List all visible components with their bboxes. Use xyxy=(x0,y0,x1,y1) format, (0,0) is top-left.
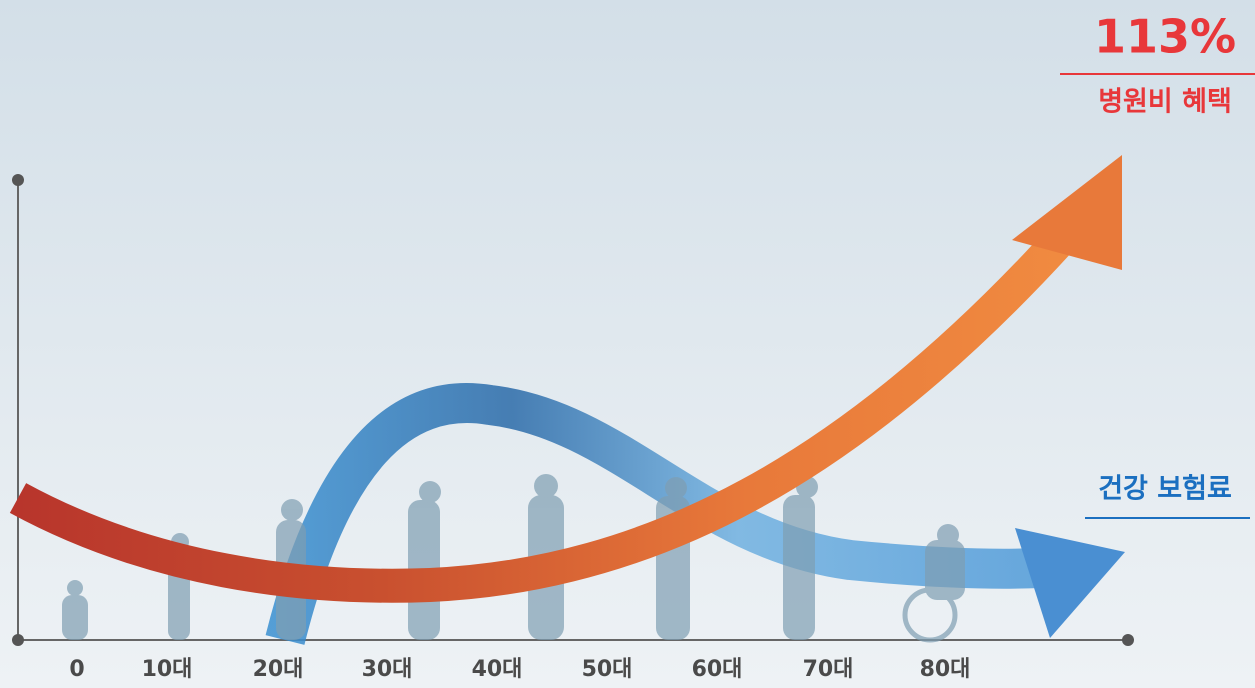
axis-dot xyxy=(12,174,24,186)
x-category-label: 80대 xyxy=(920,657,971,682)
benefit-value: 113% xyxy=(1094,10,1236,64)
premium-arrowhead xyxy=(1015,528,1125,638)
x-categories: 0 10대 20대 30대 40대 50대 60대 70대 80대 xyxy=(69,657,970,682)
x-category-label: 60대 xyxy=(692,657,743,682)
x-category-label: 10대 xyxy=(142,657,193,682)
x-category-label: 20대 xyxy=(253,657,304,682)
x-category-label: 30대 xyxy=(362,657,413,682)
benefit-label: 병원비 혜택 xyxy=(1098,87,1232,118)
benefit-arrowhead xyxy=(1012,155,1122,270)
x-category-label: 70대 xyxy=(803,657,854,682)
axis-dot xyxy=(12,634,24,646)
x-category-label: 50대 xyxy=(582,657,633,682)
x-category-label: 0 xyxy=(69,657,84,682)
benefit-curve xyxy=(9,228,1073,603)
x-category-label: 40대 xyxy=(472,657,523,682)
axis-dot xyxy=(1122,634,1134,646)
premium-label: 건강 보험료 xyxy=(1098,474,1232,505)
